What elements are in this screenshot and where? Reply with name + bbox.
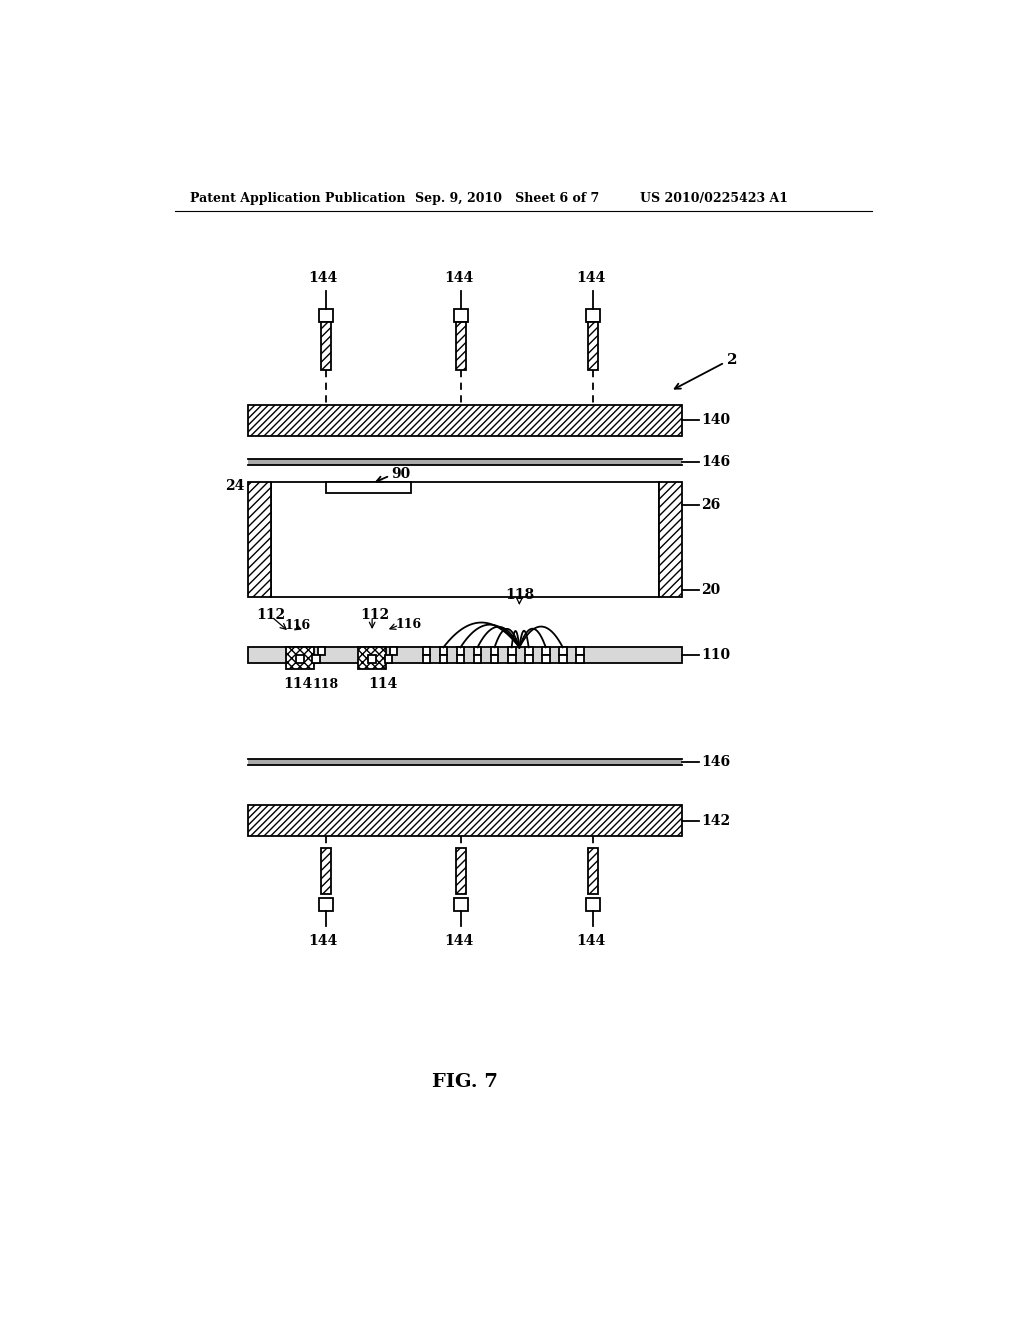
- Bar: [318, 647, 326, 655]
- Text: 90: 90: [391, 467, 411, 480]
- Bar: [542, 655, 550, 663]
- Bar: [524, 647, 532, 655]
- Text: 146: 146: [701, 455, 731, 469]
- Text: 110: 110: [701, 648, 731, 663]
- Bar: [321, 322, 331, 370]
- Text: 118: 118: [505, 587, 534, 602]
- Bar: [474, 655, 481, 663]
- Bar: [490, 655, 499, 663]
- Text: 116: 116: [285, 619, 310, 632]
- Bar: [248, 647, 682, 663]
- Bar: [524, 655, 532, 663]
- Bar: [248, 459, 682, 465]
- Bar: [326, 482, 411, 492]
- Text: FIG. 7: FIG. 7: [432, 1073, 498, 1092]
- Bar: [321, 847, 331, 894]
- Bar: [248, 759, 682, 766]
- Bar: [455, 309, 468, 322]
- Bar: [385, 655, 392, 663]
- Bar: [439, 647, 447, 655]
- Bar: [586, 898, 600, 911]
- Bar: [296, 655, 304, 663]
- Bar: [588, 322, 598, 370]
- Bar: [474, 647, 481, 655]
- Text: 26: 26: [701, 498, 721, 512]
- Bar: [457, 647, 464, 655]
- Bar: [508, 655, 515, 663]
- Text: 144: 144: [444, 933, 473, 948]
- Bar: [318, 309, 333, 322]
- Bar: [575, 655, 584, 663]
- Bar: [559, 655, 566, 663]
- Text: 20: 20: [701, 582, 721, 597]
- Bar: [658, 482, 682, 598]
- Bar: [271, 482, 658, 598]
- Bar: [248, 482, 271, 598]
- Bar: [542, 647, 550, 655]
- Bar: [508, 647, 515, 655]
- Text: 114: 114: [283, 677, 312, 692]
- Text: Patent Application Publication: Patent Application Publication: [190, 191, 406, 205]
- Text: 144: 144: [308, 272, 338, 285]
- Bar: [369, 655, 376, 663]
- Bar: [390, 647, 397, 655]
- Text: 114: 114: [369, 677, 397, 692]
- Text: 24: 24: [225, 479, 245, 492]
- Text: 112: 112: [256, 609, 285, 622]
- Text: 140: 140: [701, 413, 731, 428]
- Bar: [439, 655, 447, 663]
- Bar: [318, 898, 333, 911]
- Bar: [248, 405, 682, 436]
- Text: US 2010/0225423 A1: US 2010/0225423 A1: [640, 191, 787, 205]
- Text: 116: 116: [395, 618, 422, 631]
- Bar: [457, 847, 466, 894]
- Text: 112: 112: [360, 609, 389, 622]
- Text: Sep. 9, 2010   Sheet 6 of 7: Sep. 9, 2010 Sheet 6 of 7: [415, 191, 599, 205]
- Bar: [588, 847, 598, 894]
- Bar: [457, 655, 464, 663]
- Bar: [490, 647, 499, 655]
- Bar: [586, 309, 600, 322]
- Text: 118: 118: [312, 677, 339, 690]
- Text: 144: 144: [308, 933, 338, 948]
- Bar: [423, 655, 430, 663]
- Bar: [248, 805, 682, 836]
- Bar: [575, 647, 584, 655]
- Bar: [457, 322, 466, 370]
- Bar: [559, 647, 566, 655]
- Text: 2: 2: [727, 354, 737, 367]
- Text: 144: 144: [577, 272, 605, 285]
- Text: 142: 142: [701, 813, 731, 828]
- Text: 144: 144: [444, 272, 473, 285]
- Text: 146: 146: [701, 755, 731, 770]
- Text: 144: 144: [577, 933, 605, 948]
- Bar: [455, 898, 468, 911]
- Bar: [358, 647, 386, 669]
- Bar: [286, 647, 314, 669]
- Bar: [312, 655, 321, 663]
- Bar: [423, 647, 430, 655]
